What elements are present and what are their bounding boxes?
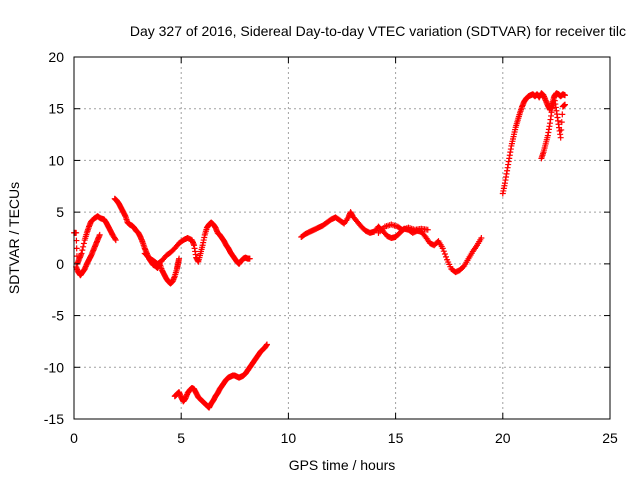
x-tick-label: 0 xyxy=(70,430,78,446)
x-axis-label: GPS time / hours xyxy=(289,457,396,473)
x-tick-label: 10 xyxy=(281,430,297,446)
data-point xyxy=(80,240,87,247)
plot-frame xyxy=(73,56,611,420)
y-tick-label: 20 xyxy=(48,49,64,65)
data-point xyxy=(112,237,119,244)
data-point xyxy=(78,250,85,257)
y-tick-label: 0 xyxy=(56,256,64,272)
axis-ticks: 0 5 10 15 20 25 -15 -10 -5 0 5 10 15 20 xyxy=(44,49,618,446)
data-segment xyxy=(375,221,431,236)
y-tick-label: -10 xyxy=(44,359,64,375)
data-segment xyxy=(499,90,568,197)
data-segment xyxy=(111,195,183,287)
data-point xyxy=(559,111,566,118)
data-point xyxy=(73,245,80,252)
data-point xyxy=(557,134,564,141)
data-segment xyxy=(298,209,485,276)
x-tick-label: 20 xyxy=(495,430,511,446)
data-segment xyxy=(141,219,253,267)
data-point xyxy=(263,341,270,348)
data-point xyxy=(440,248,447,255)
y-axis-label: SDTVAR / TECUs xyxy=(6,182,22,294)
data-point xyxy=(176,255,183,262)
data-point xyxy=(246,255,253,262)
y-tick-label: 10 xyxy=(48,152,64,168)
data-point xyxy=(558,119,565,126)
data-point xyxy=(439,245,446,252)
x-tick-label: 25 xyxy=(602,430,618,446)
grid-lines xyxy=(74,57,610,419)
data-points xyxy=(71,90,568,411)
y-tick-label: 5 xyxy=(56,204,64,220)
data-point xyxy=(561,101,568,108)
data-point xyxy=(96,231,103,238)
data-point xyxy=(558,126,565,133)
y-tick-label: -15 xyxy=(44,411,64,427)
chart-title: Day 327 of 2016, Sidereal Day-to-day VTE… xyxy=(130,23,626,39)
data-segment xyxy=(538,94,568,162)
x-tick-label: 15 xyxy=(388,430,404,446)
data-point xyxy=(441,251,448,258)
data-point xyxy=(79,247,86,254)
data-point xyxy=(561,92,568,99)
data-point xyxy=(80,243,87,250)
data-point xyxy=(112,235,119,242)
x-tick-label: 5 xyxy=(177,430,185,446)
data-segment xyxy=(73,231,103,279)
y-tick-label: 15 xyxy=(48,101,64,117)
data-point xyxy=(442,253,449,260)
y-tick-label: -5 xyxy=(52,308,65,324)
data-point xyxy=(478,235,485,241)
data-point xyxy=(424,226,431,233)
data-segment xyxy=(171,341,270,411)
